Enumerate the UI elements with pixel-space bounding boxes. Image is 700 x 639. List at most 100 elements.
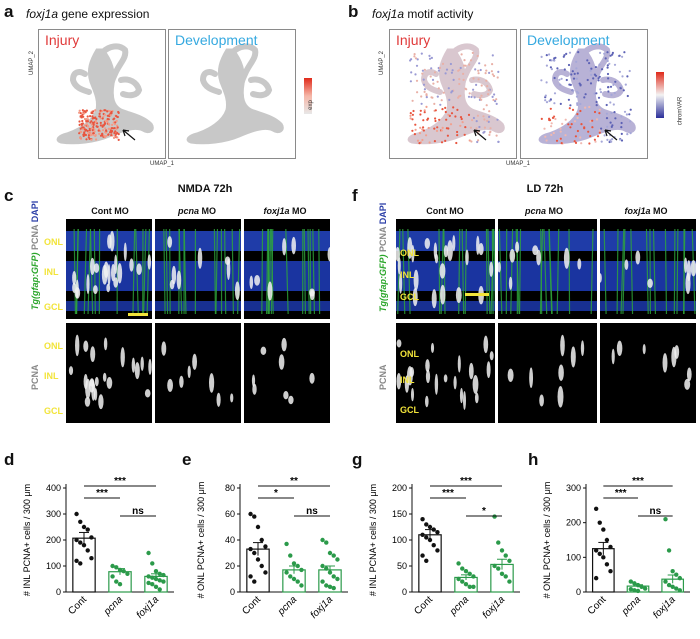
umap-cell-dot <box>78 120 81 123</box>
data-point <box>150 575 155 580</box>
umap-cell-dot <box>607 86 610 89</box>
micro-image <box>155 228 241 315</box>
pcna-cell <box>642 343 646 355</box>
umap-cell-dot <box>463 59 466 62</box>
pcna-cell <box>93 263 100 273</box>
panel-f-layer-gcl-2: GCL <box>400 405 419 415</box>
muller-glia-fiber <box>664 228 668 315</box>
pcna-cell <box>486 361 491 379</box>
umap-cell-dot <box>104 127 107 130</box>
umap-cell-dot <box>596 135 600 138</box>
pcna-cell <box>167 378 173 392</box>
umap-cell-dot <box>437 87 440 90</box>
muller-glia-fiber <box>285 228 289 315</box>
umap-cell-dot <box>434 109 437 112</box>
umap-cell-dot <box>85 118 88 121</box>
data-point <box>161 572 166 578</box>
pcna-cell <box>123 242 127 262</box>
pcna-cell <box>624 259 629 270</box>
data-point <box>427 524 433 530</box>
x-tick-label: Cont <box>240 594 263 617</box>
panel-f-col-foxj1a: foxj1a MO <box>624 206 668 216</box>
umap-cell-dot <box>593 110 597 114</box>
data-point <box>81 543 87 548</box>
panel-b-title: foxj1a motif activity <box>372 7 473 21</box>
umap-cell-dot <box>99 134 103 137</box>
umap-cell-dot <box>612 83 615 86</box>
legend-a-label: exp <box>307 100 314 110</box>
data-point <box>327 584 333 589</box>
umap-cell-dot <box>440 129 443 132</box>
muller-glia-fiber <box>645 228 649 315</box>
umap-cell-dot <box>626 94 629 98</box>
pcna-cell <box>433 242 438 260</box>
pcna-cell <box>580 340 585 356</box>
umap-cell-dot <box>588 105 591 109</box>
umap-cell-dot <box>103 113 107 116</box>
umap-cell-dot <box>473 96 476 99</box>
umap-cell-dot <box>620 132 623 135</box>
data-point <box>85 548 90 553</box>
pcna-cell <box>560 334 565 357</box>
umap-cell-dot <box>595 118 599 121</box>
umap-cell-dot <box>576 102 579 105</box>
data-point <box>291 576 297 582</box>
pcna-cell <box>90 346 96 363</box>
umap-cell-dot <box>96 125 99 128</box>
legend-b-label: chromVAR <box>677 96 684 126</box>
panel-f-stain-label: Tg(gfap:GFP) PCNA DAPI <box>378 203 388 312</box>
pcna-cell <box>468 362 474 380</box>
data-point <box>424 535 429 540</box>
umap-cell-dot <box>472 88 475 91</box>
muller-glia-fiber <box>261 228 264 315</box>
umap-cell-dot <box>114 130 117 133</box>
pcna-cell <box>281 337 287 352</box>
data-point <box>628 579 634 584</box>
muller-glia-fiber <box>461 228 465 315</box>
umap-cell-dot <box>540 117 543 120</box>
umap-cell-dot <box>561 122 564 125</box>
umap-cell-dot <box>91 117 94 120</box>
data-point <box>635 582 641 588</box>
umap-cell-dot <box>91 128 94 132</box>
umap-cell-dot <box>576 129 579 133</box>
umap-cell-dot <box>440 99 443 102</box>
data-point <box>320 563 325 569</box>
umap-cell-dot <box>603 134 606 137</box>
umap-cell-dot <box>487 89 490 92</box>
umap-cell-dot <box>82 128 85 131</box>
umap-cell-dot <box>482 115 485 118</box>
data-point <box>420 517 425 522</box>
pcna-cell <box>209 373 215 393</box>
pcna-cell <box>291 236 297 255</box>
umap-cell-dot <box>544 135 547 138</box>
muller-glia-fiber <box>267 228 270 315</box>
umap-cell-dot <box>461 121 464 124</box>
umap-cell-dot <box>598 112 601 115</box>
data-point <box>635 588 641 594</box>
muller-glia-fiber <box>132 228 136 315</box>
pcna-cell <box>260 346 267 355</box>
umap-cell-dot <box>438 118 441 121</box>
umap-cell-dot <box>107 127 110 130</box>
umap-cell-dot <box>565 52 568 55</box>
pcna-cell <box>397 257 401 275</box>
umap-cell-dot <box>572 89 575 92</box>
onl-band <box>498 231 597 251</box>
umap-b-development: Development <box>520 29 648 159</box>
umap-cell-dot <box>454 115 457 118</box>
umap-cell-dot <box>458 78 461 81</box>
umap-cell-dot <box>482 108 485 111</box>
x-tick-label: pcna <box>101 594 125 618</box>
umap-cell-dot <box>434 119 437 123</box>
pcna-cell <box>327 247 330 262</box>
muller-glia-fiber <box>215 228 219 315</box>
gcl-band <box>396 301 495 311</box>
panel-c-pcna-merge <box>155 219 241 319</box>
umap-cell-dot <box>550 122 553 125</box>
umap-cell-dot <box>567 123 570 126</box>
panel-c-layer-onl-2: ONL <box>44 341 63 351</box>
micro-image <box>396 228 495 315</box>
panel-f-condition: LD 72h <box>526 183 564 195</box>
umap-cell-dot <box>470 95 473 99</box>
